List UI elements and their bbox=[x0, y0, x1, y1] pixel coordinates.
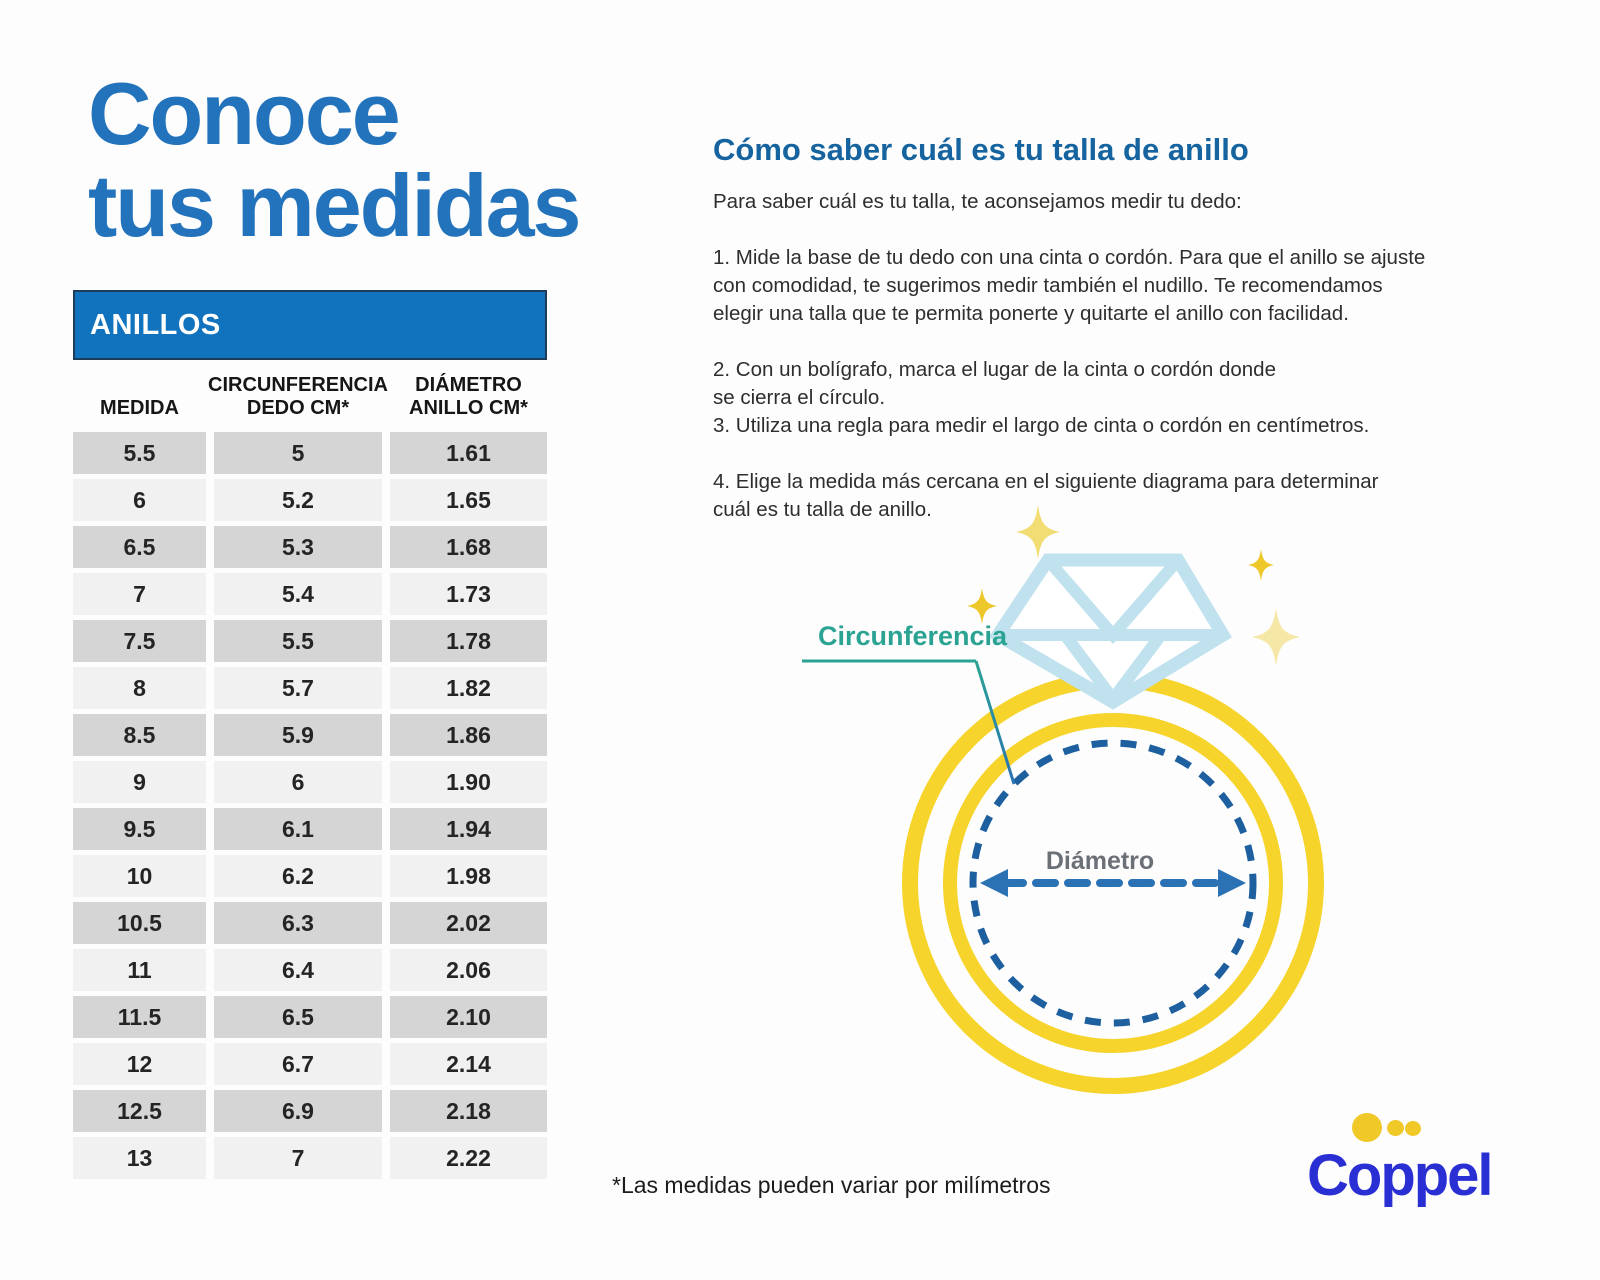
size-cell-medida: 10.5 bbox=[73, 902, 206, 944]
size-cell-diametro: 1.94 bbox=[390, 808, 547, 850]
size-cell-circunferencia: 5.3 bbox=[214, 526, 382, 568]
column-header-medida: MEDIDA bbox=[100, 397, 179, 419]
size-cell-diametro: 1.82 bbox=[390, 667, 547, 709]
size-cell-medida: 9 bbox=[73, 761, 206, 803]
guide-heading: Cómo saber cuál es tu talla de anillo bbox=[713, 132, 1249, 167]
sparkle-icon bbox=[1016, 505, 1060, 559]
size-cell-medida: 9.5 bbox=[73, 808, 206, 850]
footnote: *Las medidas pueden variar por milímetro… bbox=[612, 1172, 1051, 1198]
size-cell-circunferencia: 5 bbox=[214, 432, 382, 474]
size-cell-circunferencia: 6.2 bbox=[214, 855, 382, 897]
size-cell-diametro: 1.90 bbox=[390, 761, 547, 803]
size-cell-diametro: 1.86 bbox=[390, 714, 547, 756]
size-cell-medida: 11.5 bbox=[73, 996, 206, 1038]
diameter-arrowhead-right bbox=[1218, 869, 1246, 897]
size-cell-medida: 7 bbox=[73, 573, 206, 615]
size-cell-circunferencia: 6.7 bbox=[214, 1043, 382, 1085]
page-title: Conoce tus medidas bbox=[88, 64, 581, 255]
circumference-label: Circunferencia bbox=[818, 621, 1008, 651]
size-cell-circunferencia: 5.5 bbox=[214, 620, 382, 662]
size-cell-medida: 11 bbox=[73, 949, 206, 991]
column-header-diametro: DIÁMETRO ANILLO CM* bbox=[409, 374, 528, 419]
diameter-arrowhead-left bbox=[980, 869, 1008, 897]
size-cell-medida: 10 bbox=[73, 855, 206, 897]
size-cell-medida: 6 bbox=[73, 479, 206, 521]
size-cell-circunferencia: 6.5 bbox=[214, 996, 382, 1038]
size-cell-circunferencia: 5.9 bbox=[214, 714, 382, 756]
table-body: 5.5 5 1.61 6 5.2 1.65 6.5 5.3 1.68 7 5.4… bbox=[73, 432, 547, 1179]
size-cell-medida: 7.5 bbox=[73, 620, 206, 662]
size-cell-diametro: 2.14 bbox=[390, 1043, 547, 1085]
size-cell-diametro: 1.73 bbox=[390, 573, 547, 615]
size-cell-circunferencia: 6.9 bbox=[214, 1090, 382, 1132]
size-cell-diametro: 2.22 bbox=[390, 1137, 547, 1179]
size-cell-diametro: 2.06 bbox=[390, 949, 547, 991]
guide-intro: Para saber cuál es tu talla, te aconseja… bbox=[713, 190, 1242, 213]
size-cell-circunferencia: 6.4 bbox=[214, 949, 382, 991]
size-cell-diametro: 1.61 bbox=[390, 432, 547, 474]
size-cell-medida: 12.5 bbox=[73, 1090, 206, 1132]
coppel-dot-icon bbox=[1405, 1121, 1421, 1136]
size-cell-diametro: 1.68 bbox=[390, 526, 547, 568]
sparkle-icon bbox=[1252, 608, 1300, 666]
ring-band-inner bbox=[943, 713, 1283, 1053]
guide-step-1: 1. Mide la base de tu dedo con una cinta… bbox=[713, 246, 1426, 325]
coppel-dot-icon bbox=[1352, 1113, 1382, 1142]
size-cell-diametro: 1.98 bbox=[390, 855, 547, 897]
size-cell-circunferencia: 6 bbox=[214, 761, 382, 803]
size-cell-medida: 13 bbox=[73, 1137, 206, 1179]
table-column-headers: MEDIDA CIRCUNFERENCIA DEDO CM* DIÁMETRO … bbox=[73, 366, 547, 422]
size-cell-circunferencia: 6.3 bbox=[214, 902, 382, 944]
size-cell-circunferencia: 5.2 bbox=[214, 479, 382, 521]
size-cell-diametro: 1.78 bbox=[390, 620, 547, 662]
coppel-logo: Coppel bbox=[1305, 1100, 1515, 1230]
table-banner-label: ANILLOS bbox=[90, 308, 221, 341]
guide-section: Cómo saber cuál es tu talla de anillo Pa… bbox=[713, 132, 1543, 552]
size-cell-circunferencia: 5.4 bbox=[214, 573, 382, 615]
size-cell-medida: 8 bbox=[73, 667, 206, 709]
size-cell-medida: 12 bbox=[73, 1043, 206, 1085]
size-cell-diametro: 2.18 bbox=[390, 1090, 547, 1132]
coppel-wordmark: Coppel bbox=[1307, 1143, 1494, 1208]
size-cell-circunferencia: 7 bbox=[214, 1137, 382, 1179]
size-cell-diametro: 2.10 bbox=[390, 996, 547, 1038]
size-cell-circunferencia: 6.1 bbox=[214, 808, 382, 850]
guide-steps-2-3: 2. Con un bolígrafo, marca el lugar de l… bbox=[713, 358, 1370, 437]
diameter-dashed-circle bbox=[969, 739, 1257, 1027]
size-cell-circunferencia: 5.7 bbox=[214, 667, 382, 709]
sparkle-icon bbox=[1248, 549, 1274, 581]
ring-size-table: ANILLOS MEDIDA CIRCUNFERENCIA DEDO CM* D… bbox=[73, 290, 547, 1179]
size-cell-medida: 8.5 bbox=[73, 714, 206, 756]
size-cell-medida: 5.5 bbox=[73, 432, 206, 474]
sparkle-icon bbox=[967, 588, 997, 624]
size-cell-diametro: 1.65 bbox=[390, 479, 547, 521]
size-cell-medida: 6.5 bbox=[73, 526, 206, 568]
guide-step-4: 4. Elige la medida más cercana en el sig… bbox=[713, 470, 1379, 521]
diameter-label: Diámetro bbox=[1046, 847, 1154, 875]
size-cell-diametro: 2.02 bbox=[390, 902, 547, 944]
table-banner: ANILLOS bbox=[73, 290, 547, 360]
circumference-leader-line bbox=[974, 660, 1016, 785]
diamond-facets bbox=[998, 556, 1223, 703]
coppel-dot-icon bbox=[1387, 1120, 1404, 1136]
column-header-circunferencia: CIRCUNFERENCIA DEDO CM* bbox=[208, 374, 388, 419]
ring-diagram: Diámetro Circunferencia bbox=[802, 505, 1324, 1094]
